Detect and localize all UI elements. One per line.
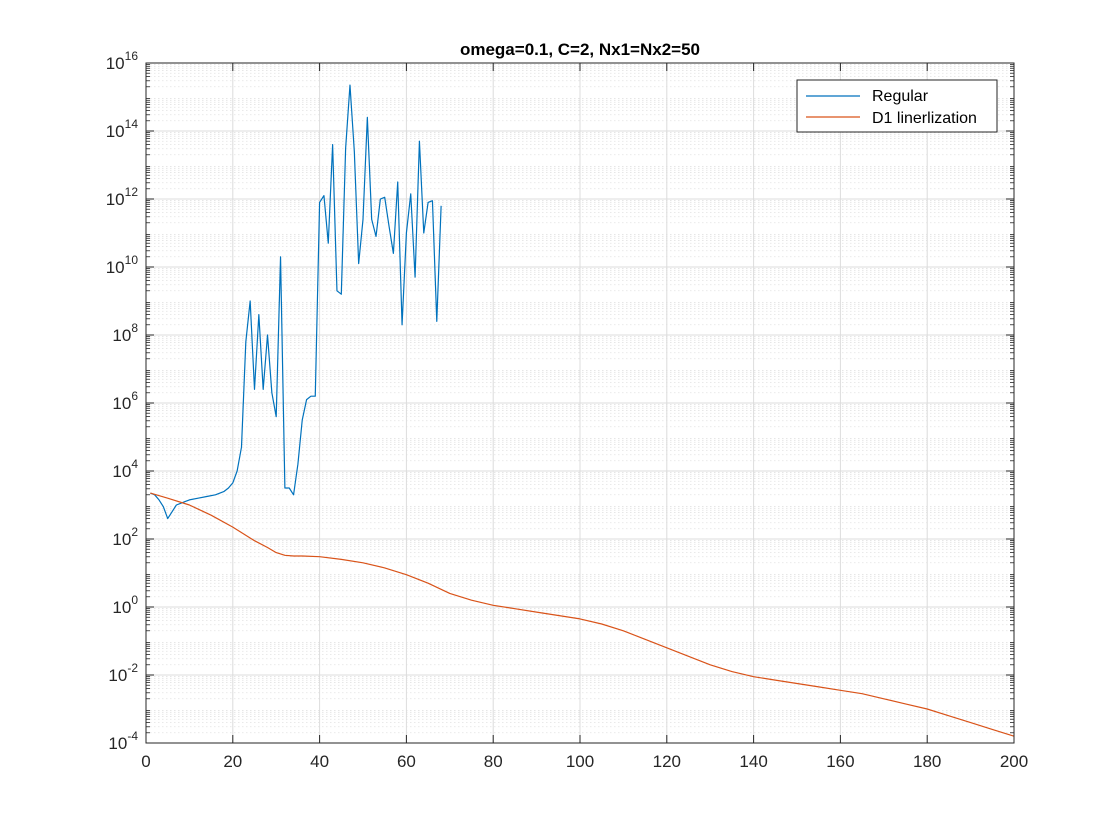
legend: Regular D1 linerlization — [796, 79, 998, 133]
x-tick-label: 140 — [739, 752, 767, 771]
x-tick-label: 160 — [826, 752, 854, 771]
legend-box — [796, 79, 998, 133]
x-tick-label: 40 — [310, 752, 329, 771]
x-tick-label: 20 — [223, 752, 242, 771]
grid — [145, 62, 1015, 744]
axis-ticks — [145, 62, 1015, 744]
y-tick-label: 104 — [112, 457, 138, 481]
y-tick-label: 102 — [112, 525, 138, 549]
y-tick-label: 100 — [112, 593, 138, 617]
y-tick-label: 1016 — [106, 49, 139, 73]
x-tick-label: 80 — [484, 752, 503, 771]
y-tick-label: 1014 — [106, 117, 139, 141]
y-tick-label: 10-4 — [108, 729, 138, 753]
y-tick-label: 1012 — [106, 185, 139, 209]
series-line-d1-linerlization — [150, 492, 1015, 737]
y-tick-label: 10-2 — [108, 661, 138, 685]
x-tick-label: 100 — [566, 752, 594, 771]
y-tick-label: 108 — [112, 321, 138, 345]
chart-title: omega=0.1, C=2, Nx1=Nx2=50 — [460, 40, 700, 59]
x-tick-label: 200 — [1000, 752, 1028, 771]
x-tick-label: 180 — [913, 752, 941, 771]
series-line-regular — [150, 84, 442, 520]
legend-label-regular: Regular — [872, 88, 929, 105]
y-tick-label: 106 — [112, 389, 138, 413]
y-tick-label: 1010 — [106, 253, 139, 277]
x-tick-label: 60 — [397, 752, 416, 771]
x-tick-label: 120 — [653, 752, 681, 771]
x-tick-label: 0 — [141, 752, 150, 771]
legend-label-d1-linerlization: D1 linerlization — [872, 110, 977, 127]
tick-labels: 0 20 40 60 80 100 120 140 160 180 200 10-4 10-2 100 10… — [106, 49, 1028, 771]
series-lines — [150, 84, 1015, 737]
